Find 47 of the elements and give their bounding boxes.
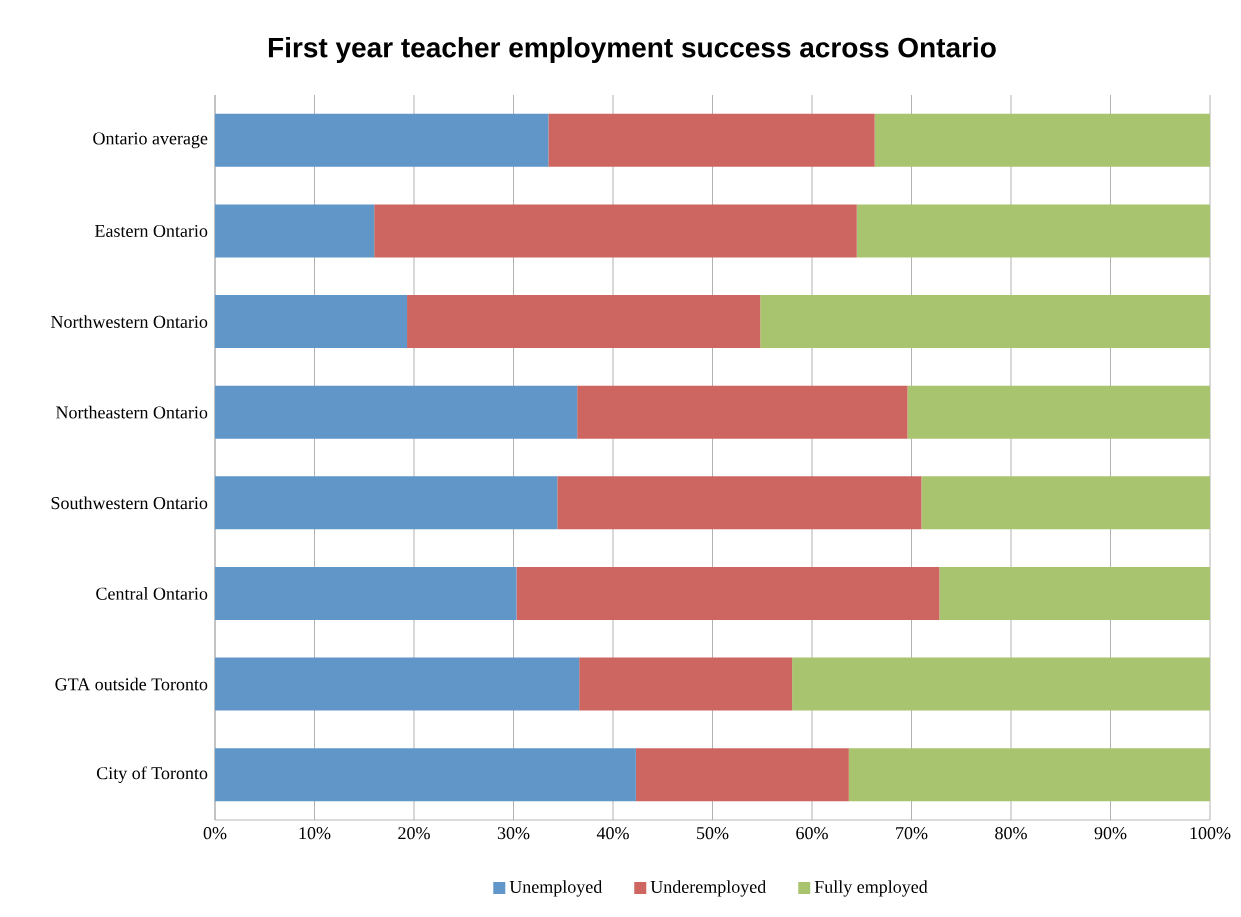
x-tick-label: 50% xyxy=(697,827,729,840)
bar xyxy=(848,748,1211,802)
x-tick-label: 60% xyxy=(796,827,828,840)
x-tick-label: 100% xyxy=(1190,827,1231,840)
bar xyxy=(407,295,761,349)
bar xyxy=(215,295,408,349)
x-tick-label: 20% xyxy=(398,827,430,840)
bar xyxy=(874,113,1211,167)
y-tick-label: Northeastern Ontario xyxy=(56,405,208,419)
bar xyxy=(557,476,922,530)
legend-label: Unemployed xyxy=(509,880,603,897)
bar xyxy=(921,476,1211,530)
bar xyxy=(215,113,549,167)
bar xyxy=(760,295,1211,349)
bar xyxy=(939,566,1211,620)
bar xyxy=(907,385,1211,439)
bar xyxy=(215,566,517,620)
bar xyxy=(215,204,375,258)
bar xyxy=(215,385,578,439)
y-tick-label: Central Ontario xyxy=(96,587,208,600)
y-tick-label: Southwestern Ontario xyxy=(51,496,208,510)
chart-title: First year teacher employment success across Ontario xyxy=(268,36,996,64)
bar xyxy=(579,657,793,711)
bar xyxy=(792,657,1211,711)
bar xyxy=(516,566,940,620)
y-tick-label: Ontario average xyxy=(93,132,208,149)
y-tick-label: Eastern Ontario xyxy=(95,224,208,237)
legend-label: Fully employed xyxy=(814,880,928,897)
x-tick-label: 10% xyxy=(299,827,331,840)
legend-label: Underemployed xyxy=(650,880,767,897)
bar xyxy=(856,204,1211,258)
x-tick-label: 70% xyxy=(896,827,928,840)
x-tick-label: 90% xyxy=(1094,827,1127,840)
bar xyxy=(215,657,580,711)
x-tick-label: 30% xyxy=(497,827,530,840)
y-tick-label: GTA outside Toronto xyxy=(55,677,208,691)
y-tick-label: City of Toronto xyxy=(96,766,208,783)
bar xyxy=(635,748,849,802)
bar xyxy=(215,476,558,530)
bar xyxy=(215,748,636,802)
bar xyxy=(577,385,908,439)
bar xyxy=(374,204,857,258)
x-tick-label: 40% xyxy=(596,827,629,840)
y-tick-label: Northwestern Ontario xyxy=(51,315,208,328)
x-tick-label: 0% xyxy=(203,827,227,840)
bar xyxy=(548,113,875,167)
x-tick-label: 80% xyxy=(995,827,1027,840)
